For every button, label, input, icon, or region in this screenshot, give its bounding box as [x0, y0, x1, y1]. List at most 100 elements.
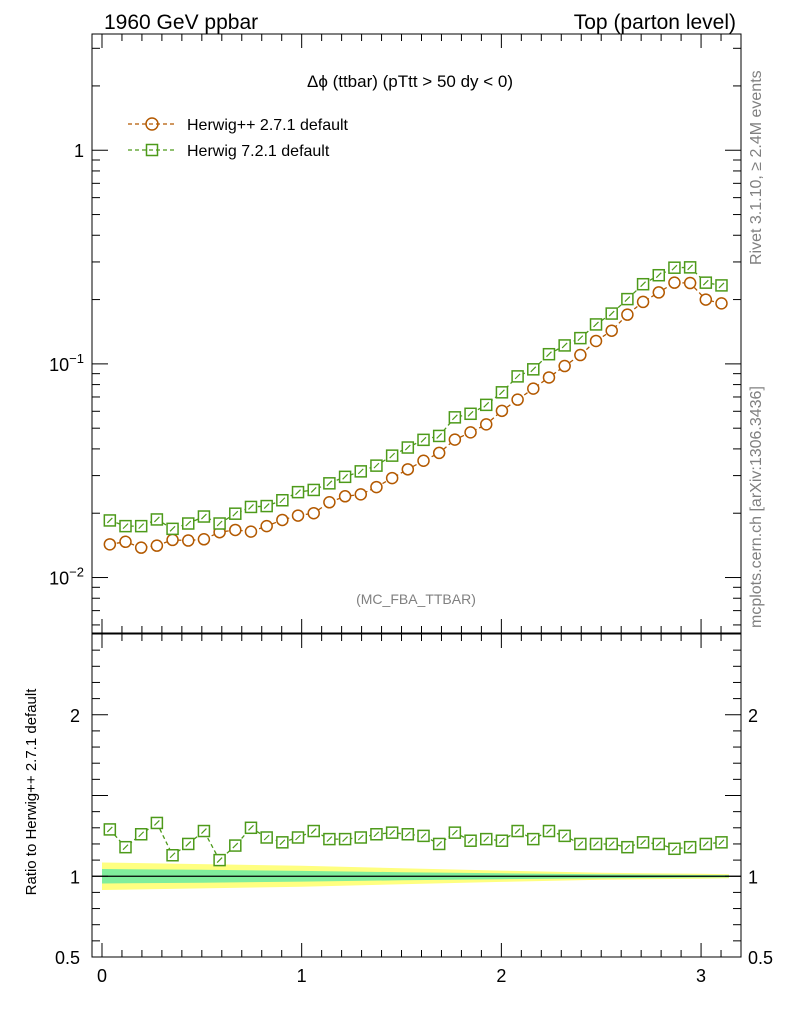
legend-marker-herwigpp — [145, 117, 159, 131]
herwig7-errorbar — [169, 525, 176, 532]
herwig7-ratio-errorbar — [295, 834, 301, 841]
herwig7-ratio-errorbar — [655, 841, 662, 847]
herwig7-errorbar — [436, 433, 443, 439]
herwig7-ratio-errorbar — [671, 845, 678, 852]
herwigpp-point — [432, 446, 446, 460]
herwig7-errorbar — [138, 523, 145, 530]
herwig7-ratio-errorbar — [436, 841, 443, 847]
herwig7-errorbar — [295, 489, 301, 496]
ratio-y-tick-label-right: 1 — [748, 867, 758, 887]
herwigpp-point — [338, 490, 352, 503]
herwig7-errorbar — [201, 513, 207, 520]
herwig7-ratio-errorbar — [640, 839, 646, 846]
legend-label-herwigpp: Herwig++ 2.7.1 default — [187, 117, 349, 134]
herwigpp-point — [291, 509, 305, 522]
herwig7-ratio-errorbar — [718, 839, 725, 846]
ratio-y-tick-label: 1 — [70, 867, 80, 887]
herwig7-errorbar — [326, 480, 333, 487]
x-tick-label: 3 — [696, 966, 706, 986]
herwig7-errorbar — [122, 523, 129, 530]
herwig7-errorbar — [420, 436, 427, 443]
herwig7-ratio-errorbar — [593, 841, 599, 847]
herwigpp-point — [652, 286, 666, 299]
rivet-label: Rivet 3.1.10, ≥ 2.4M events — [748, 70, 765, 265]
herwig7-errorbar — [514, 373, 521, 380]
herwig7-ratio-errorbar — [169, 852, 176, 859]
herwig7-ratio-errorbar — [561, 832, 568, 839]
main-y-tick-label: 1 — [74, 141, 84, 161]
ratio-panel: 0 1 2 3 2 2 1 1 0.5 0.5 — [55, 633, 773, 986]
herwig7-errorbar — [357, 468, 364, 475]
herwig7-ratio-errorbar — [530, 836, 537, 843]
herwigpp-point — [370, 480, 383, 494]
mcplots-label: mcplots.cern.ch [arXiv:1306.3436] — [748, 386, 765, 628]
herwigpp-point — [417, 454, 430, 468]
herwig7-errorbar — [530, 366, 537, 373]
herwigpp-point — [244, 525, 258, 538]
herwigpp-point — [589, 334, 603, 348]
herwigpp-point — [229, 523, 242, 537]
herwig7-ratio-errorbar — [373, 831, 380, 838]
ratio-frame — [91, 633, 742, 958]
herwig7-errorbar — [106, 517, 113, 524]
herwigpp-point — [699, 293, 713, 306]
herwig7-ratio-errorbar — [216, 857, 223, 864]
herwig7-errorbar — [624, 296, 631, 303]
legend-marker-herwig7 — [145, 143, 159, 157]
ratio-y-tick-label: 2 — [70, 706, 80, 726]
herwig7-ratio-errorbar — [687, 844, 694, 851]
herwig7-ratio-errorbar — [483, 836, 490, 843]
header-left: 1960 GeV ppbar — [104, 11, 258, 34]
herwig7-errorbar — [593, 321, 599, 328]
herwig7-errorbar — [467, 410, 474, 417]
herwigpp-point — [276, 513, 289, 527]
herwigpp-point — [495, 404, 509, 418]
herwigpp-point — [574, 348, 587, 362]
herwigpp-point — [119, 535, 132, 549]
herwig7-ratio-errorbar — [201, 828, 207, 834]
herwig7-line — [109, 266, 722, 530]
legend-label-herwig7: Herwig 7.2.1 default — [187, 143, 330, 160]
herwigpp-point — [385, 471, 399, 485]
analysis-label: (MC_FBA_TTBAR) — [356, 591, 476, 607]
herwigpp-point — [103, 538, 117, 551]
herwigpp-point — [542, 371, 556, 384]
herwigpp-point — [134, 541, 148, 554]
herwig7-errorbar — [687, 264, 694, 271]
herwigpp-point — [182, 534, 195, 547]
x-tick-label: 1 — [297, 966, 307, 986]
herwig7-ratio-errorbar — [232, 842, 239, 849]
herwig7-ratio-errorbar — [451, 829, 458, 836]
herwig7-ratio-errorbar — [138, 831, 145, 838]
herwig7-errorbar — [451, 414, 458, 421]
header-right: Top (parton level) — [574, 11, 736, 34]
herwig7-ratio-errorbar — [420, 832, 427, 839]
herwig7-ratio-errorbar — [389, 829, 396, 836]
herwigpp-point — [354, 488, 368, 501]
herwig7-ratio-errorbar — [310, 828, 317, 834]
herwig7-errorbar — [248, 504, 254, 510]
herwigpp-point — [150, 539, 164, 552]
herwigpp-line — [109, 282, 722, 549]
herwig7-ratio-errorbar — [499, 837, 505, 844]
chart-title: Δϕ (ttbar) (pTtt > 50 dy < 0) — [307, 72, 513, 91]
herwig7-ratio-errorbar — [404, 831, 411, 838]
herwig7-errorbar — [373, 462, 380, 469]
herwigpp-point — [558, 359, 571, 373]
herwigpp-point — [464, 426, 477, 439]
herwig7-ratio-errorbar — [326, 836, 333, 843]
herwigpp-point — [307, 506, 320, 520]
ratio-y-tick-label-right: 0.5 — [748, 948, 773, 968]
herwig7-errorbar — [342, 473, 349, 480]
herwig7-errorbar — [153, 516, 160, 523]
herwig7-errorbar — [216, 520, 223, 527]
herwigpp-point — [479, 418, 493, 431]
ratio-y-tick-label: 0.5 — [55, 948, 80, 968]
herwig7-errorbar — [577, 335, 584, 342]
main-frame — [91, 33, 742, 634]
herwig7-ratio-errorbar — [263, 834, 270, 841]
main-panel: 1 10−1 10−2 — [49, 33, 742, 634]
herwig7-errorbar — [389, 452, 396, 459]
herwig7-errorbar — [561, 342, 568, 349]
herwig7-ratio-errorbar — [467, 837, 474, 844]
